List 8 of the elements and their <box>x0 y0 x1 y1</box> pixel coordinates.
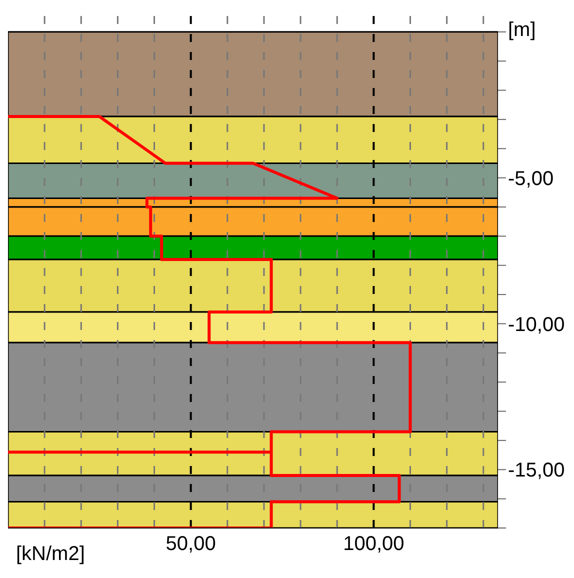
x-tick-label: 50,00 <box>166 533 216 556</box>
x-tick-label: 100,00 <box>343 533 404 556</box>
line-series <box>8 115 412 528</box>
y-tick-label: -15,00 <box>508 460 565 482</box>
y-axis-title: [m] <box>508 18 536 42</box>
y-tick-label: -10,00 <box>508 314 565 336</box>
y-tick-label: -5,00 <box>508 168 554 190</box>
x-axis-title: [kN/m2] <box>16 543 85 565</box>
